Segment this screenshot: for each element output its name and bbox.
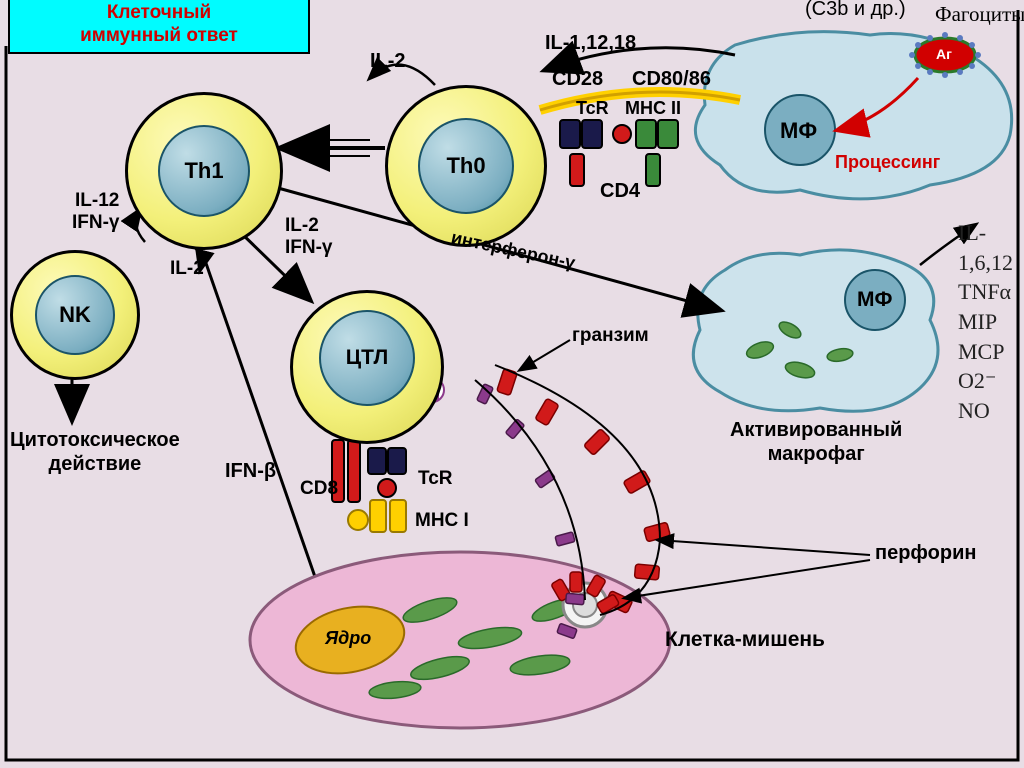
cytokine-5: NO [958, 396, 1024, 426]
label-mhc1: MHC I [415, 510, 469, 532]
label-cd8086: CD80/86 [632, 68, 711, 91]
label-activated-mf: Активированный макрофаг [730, 418, 902, 466]
label-target: Клетка-мишень [665, 628, 825, 652]
macrophage-1-shape [695, 32, 1011, 199]
label-nucleus: Ядро [325, 628, 371, 649]
label-cd8: CD8 [300, 478, 338, 500]
label-granzyme: гранзим [572, 325, 649, 347]
cell-th0-nucleus: Th0 [418, 118, 514, 214]
macrophage-2-shape [693, 250, 938, 411]
cell-th0: Th0 [385, 85, 547, 247]
cell-ctl-nucleus: ЦТЛ [319, 310, 415, 406]
cell-nk-nucleus: NK [35, 275, 115, 355]
label-ifng-mid: IFN-γ [285, 237, 333, 259]
label-c3b: (C3b и др.) [805, 0, 906, 21]
label-ifng-left: IFN-γ [72, 212, 120, 234]
label-il2-top: IL-2 [370, 50, 406, 73]
cell-ctl-label: ЦТЛ [346, 346, 388, 370]
cytokine-3: MCP [958, 337, 1024, 367]
diagram-title: Клеточный иммунный ответ [8, 0, 310, 54]
mf1-label: МФ [780, 118, 817, 144]
cell-nk-label: NK [59, 302, 91, 328]
label-tcr1: TcR [576, 98, 609, 119]
cytokine-0: IL-1,6,12 [958, 218, 1024, 277]
label-perforin: перфорин [875, 542, 976, 565]
label-interferon-g: интерферон-γ [449, 227, 577, 274]
cytokine-list: IL-1,6,12 TNFα MIP MCP O2⁻ NO [958, 218, 1024, 426]
mf2-label: МФ [857, 288, 892, 312]
title-line1: Клеточный [107, 2, 211, 23]
label-processing: Процессинг [835, 152, 940, 173]
title-line2: иммунный ответ [80, 25, 238, 46]
cytokine-2: MIP [958, 307, 1024, 337]
cytokine-1: TNFα [958, 277, 1024, 307]
label-ag: Аг [936, 46, 952, 62]
cell-ctl: ЦТЛ [290, 290, 444, 444]
cell-th1-nucleus: Th1 [158, 125, 250, 217]
label-il12-left: IL-12 [75, 190, 119, 212]
label-il11218: IL-1,12,18 [545, 32, 636, 55]
label-cd28: CD28 [552, 68, 603, 91]
label-mhc2: MHC II [625, 98, 681, 119]
label-phago: Фагоциты [935, 2, 1024, 27]
label-tcr2: TcR [418, 468, 452, 490]
label-ifnb: IFN-β [225, 460, 276, 483]
cell-th0-label: Th0 [446, 153, 485, 179]
cell-nk: NK [10, 250, 140, 380]
label-cd4: CD4 [600, 180, 640, 203]
cell-th1-label: Th1 [184, 158, 223, 184]
label-il2-mid: IL-2 [285, 215, 319, 237]
cell-th1: Th1 [125, 92, 283, 250]
label-il2-left: IL-2 [170, 258, 204, 280]
cytokine-4: O2⁻ [958, 366, 1024, 396]
label-cytotoxic: Цитотоксическое действие [10, 428, 180, 476]
